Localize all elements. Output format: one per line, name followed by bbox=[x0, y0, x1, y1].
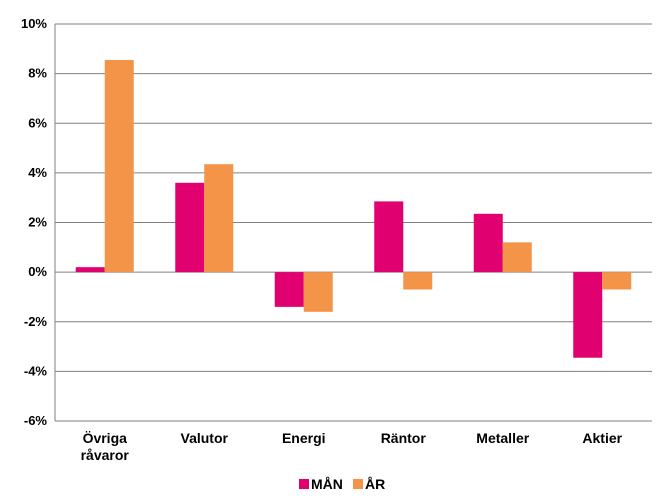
y-tick-label: 10% bbox=[21, 16, 47, 31]
y-tick-label: 2% bbox=[28, 215, 47, 230]
y-tick-label: -2% bbox=[24, 314, 48, 329]
y-tick-label: -6% bbox=[24, 413, 48, 428]
bar-man bbox=[175, 182, 205, 273]
legend: MÅN ÅR bbox=[299, 476, 385, 492]
bar-ar bbox=[303, 272, 333, 312]
category-label: Metaller bbox=[476, 430, 529, 446]
bar-ar bbox=[104, 59, 134, 273]
legend-swatch bbox=[353, 479, 363, 489]
category-label: Aktier bbox=[582, 430, 622, 446]
legend-swatch bbox=[299, 479, 309, 489]
bar-man bbox=[75, 267, 105, 273]
bar-man bbox=[573, 272, 603, 358]
bar-man bbox=[374, 201, 404, 273]
category-label: Valutor bbox=[181, 430, 229, 446]
category-label: Räntor bbox=[381, 430, 427, 446]
legend-label: ÅR bbox=[365, 476, 385, 492]
category-label: Övriga bbox=[83, 430, 128, 446]
bar-ar bbox=[502, 242, 532, 273]
bar-ar bbox=[602, 272, 632, 290]
bar-man bbox=[473, 213, 503, 273]
y-tick-labels: -6% -4% -2% 0% 2% 4% 6% 8% 10% bbox=[21, 16, 47, 428]
y-tick-label: 6% bbox=[28, 115, 47, 130]
bars bbox=[75, 59, 632, 358]
bar-ar bbox=[204, 164, 234, 273]
y-tick-label: -4% bbox=[24, 363, 48, 378]
y-tick-label: 0% bbox=[28, 264, 47, 279]
y-tick-label: 8% bbox=[28, 66, 47, 81]
y-tick-label: 4% bbox=[28, 165, 47, 180]
gridlines bbox=[55, 23, 652, 422]
bar-man bbox=[274, 272, 304, 307]
legend-label: MÅN bbox=[311, 476, 343, 492]
category-label: råvaror bbox=[81, 447, 130, 463]
category-label: Energi bbox=[282, 430, 326, 446]
bar-ar bbox=[403, 272, 433, 290]
